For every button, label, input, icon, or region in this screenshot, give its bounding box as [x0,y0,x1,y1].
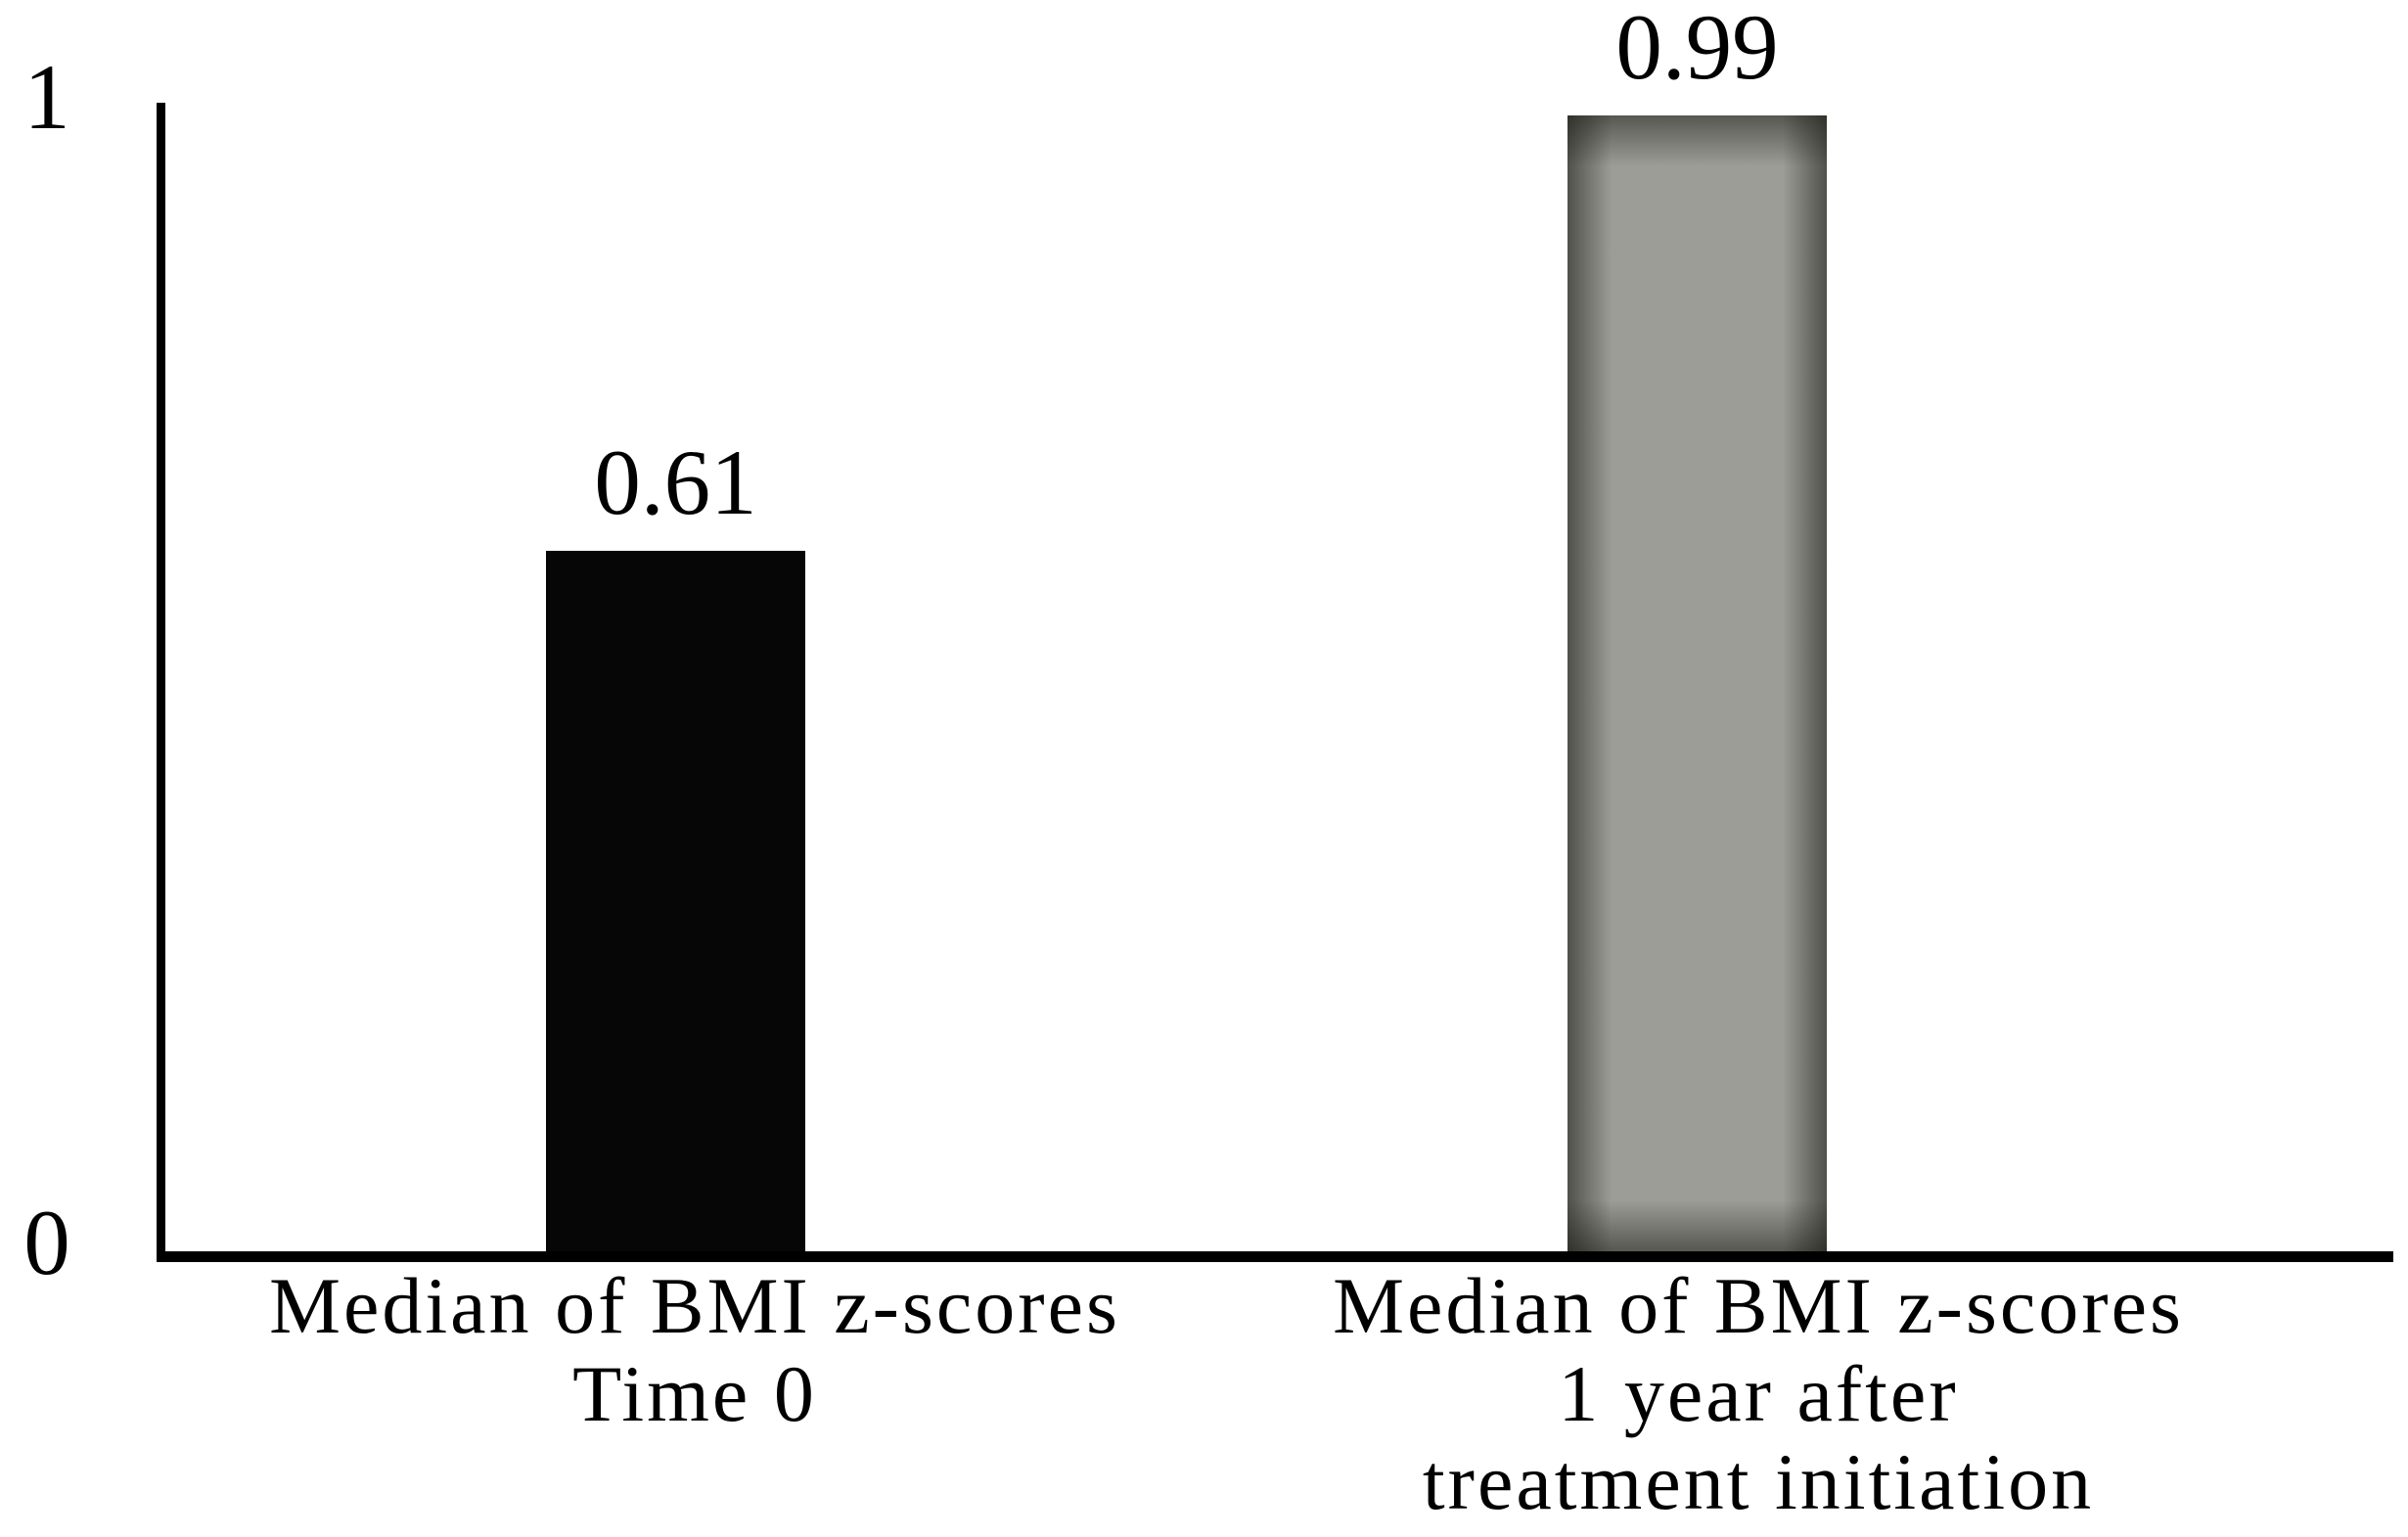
bar-value-label-time0: 0.61 [594,430,757,534]
category-label-1year: Median of BMI z-scores 1 year after trea… [1220,1261,2296,1527]
y-axis-line [157,103,165,1262]
x-axis-line [157,1251,2393,1262]
bar-median-bmi-1year [1567,115,1827,1251]
category-label-1year-line2: 1 year after [1558,1349,1959,1439]
category-label-1year-line3: treatment initiation [1422,1437,2095,1527]
y-tick-label-max: 1 [23,45,70,149]
bar-value-label-1year: 0.99 [1615,0,1779,99]
category-label-time0-line1: Median of BMI z-scores [269,1261,1120,1350]
bar-median-bmi-time0 [546,551,805,1251]
category-label-1year-line1: Median of BMI z-scores [1333,1261,2184,1350]
category-label-time0-line2: Time 0 [572,1349,817,1439]
category-label-time0: Median of BMI z-scores Time 0 [157,1261,1233,1439]
y-tick-label-min: 0 [23,1191,70,1294]
